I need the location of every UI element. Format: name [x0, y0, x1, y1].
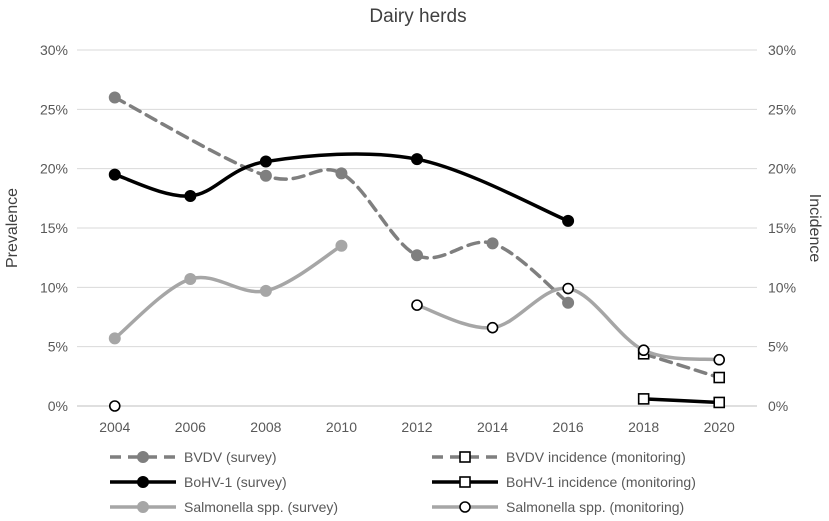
- y-axis-label-right: Incidence: [806, 194, 823, 263]
- data-point: [411, 299, 423, 311]
- legend-item: BoHV-1 (survey): [110, 474, 287, 490]
- data-point: [713, 371, 726, 384]
- data-point: [713, 353, 726, 366]
- y-tick-label-left: 30%: [40, 42, 68, 58]
- series-2: [108, 152, 575, 227]
- chart-title: Dairy herds: [369, 6, 466, 27]
- y-tick-label-left: 15%: [40, 220, 68, 236]
- x-tick-label: 2006: [175, 419, 206, 435]
- y-tick-label-left: 10%: [40, 279, 68, 295]
- data-point: [562, 296, 575, 309]
- data-point: [108, 168, 121, 181]
- legend-label: BVDV (survey): [184, 449, 277, 465]
- data-point: [411, 249, 423, 262]
- legend-item: Salmonella spp. (monitoring): [432, 499, 684, 515]
- data-point: [486, 237, 499, 250]
- legend-label: BVDV incidence (monitoring): [506, 449, 686, 465]
- y-tick-label-right: 25%: [768, 101, 796, 117]
- legend-item: BoHV-1 incidence (monitoring): [432, 474, 696, 490]
- x-axis: 2004 2006 2008 2010 2012 2014 2016 2018 2020: [99, 419, 735, 435]
- y-tick-label-right: 20%: [768, 161, 796, 177]
- data-point: [713, 396, 726, 409]
- x-tick-label: 2020: [704, 419, 735, 435]
- data-point: [335, 167, 348, 180]
- series-group: [108, 91, 726, 412]
- legend-marker: [459, 451, 471, 463]
- y-tick-label-right: 0%: [768, 398, 788, 414]
- legend-label: Salmonella spp. (survey): [184, 499, 338, 515]
- x-tick-label: 2010: [326, 419, 357, 435]
- legend-marker: [137, 501, 149, 513]
- y-axis-right: 0% 5% 10% 15% 20% 25% 30%: [768, 42, 796, 414]
- data-point: [259, 284, 272, 297]
- y-axis-label-left: Prevalence: [4, 188, 21, 268]
- legend-item: BVDV incidence (monitoring): [432, 449, 686, 465]
- data-point: [259, 169, 272, 182]
- data-point: [108, 400, 121, 412]
- data-point: [486, 321, 499, 334]
- series-line: [113, 95, 570, 305]
- y-tick-label-left: 0%: [48, 398, 68, 414]
- data-point: [184, 273, 197, 286]
- legend-marker: [459, 476, 471, 488]
- series-line: [641, 397, 721, 405]
- x-tick-label: 2004: [99, 419, 130, 435]
- y-tick-label-right: 10%: [768, 279, 796, 295]
- data-point: [108, 91, 121, 104]
- data-point: [335, 239, 348, 252]
- series-5: [108, 282, 726, 412]
- legend-item: BVDV (survey): [110, 449, 277, 465]
- x-tick-label: 2008: [250, 419, 281, 435]
- y-tick-label-left: 5%: [48, 339, 68, 355]
- legend-label: Salmonella spp. (monitoring): [506, 499, 684, 515]
- y-tick-label-left: 25%: [40, 101, 68, 117]
- y-tick-label-right: 5%: [768, 339, 788, 355]
- y-tick-label-right: 15%: [768, 220, 796, 236]
- series-line: [113, 152, 570, 223]
- legend: BVDV (survey) BVDV incidence (monitoring)…: [110, 449, 696, 515]
- x-tick-label: 2014: [477, 419, 508, 435]
- series-line: [113, 244, 344, 341]
- x-tick-label: 2018: [628, 419, 659, 435]
- series-3: [637, 393, 726, 409]
- grid-lines: [77, 49, 757, 407]
- data-point: [259, 155, 272, 168]
- series-0: [108, 91, 575, 309]
- legend-marker: [137, 476, 149, 488]
- data-point: [562, 282, 574, 295]
- legend-label: BoHV-1 incidence (monitoring): [506, 474, 696, 490]
- y-tick-label-left: 20%: [40, 161, 68, 177]
- data-point: [637, 344, 650, 357]
- y-tick-label-right: 30%: [768, 42, 796, 58]
- legend-marker: [459, 501, 471, 513]
- data-point: [562, 214, 575, 227]
- legend-item: Salmonella spp. (survey): [110, 499, 338, 515]
- data-point: [108, 332, 121, 345]
- data-point: [184, 189, 197, 202]
- x-tick-label: 2016: [553, 419, 584, 435]
- series-4: [108, 239, 348, 345]
- legend-marker: [137, 451, 149, 463]
- data-point: [411, 153, 423, 166]
- x-tick-label: 2012: [401, 419, 432, 435]
- y-axis-left: 0% 5% 10% 15% 20% 25% 30%: [40, 42, 68, 414]
- legend-label: BoHV-1 (survey): [184, 474, 287, 490]
- data-point: [637, 393, 650, 405]
